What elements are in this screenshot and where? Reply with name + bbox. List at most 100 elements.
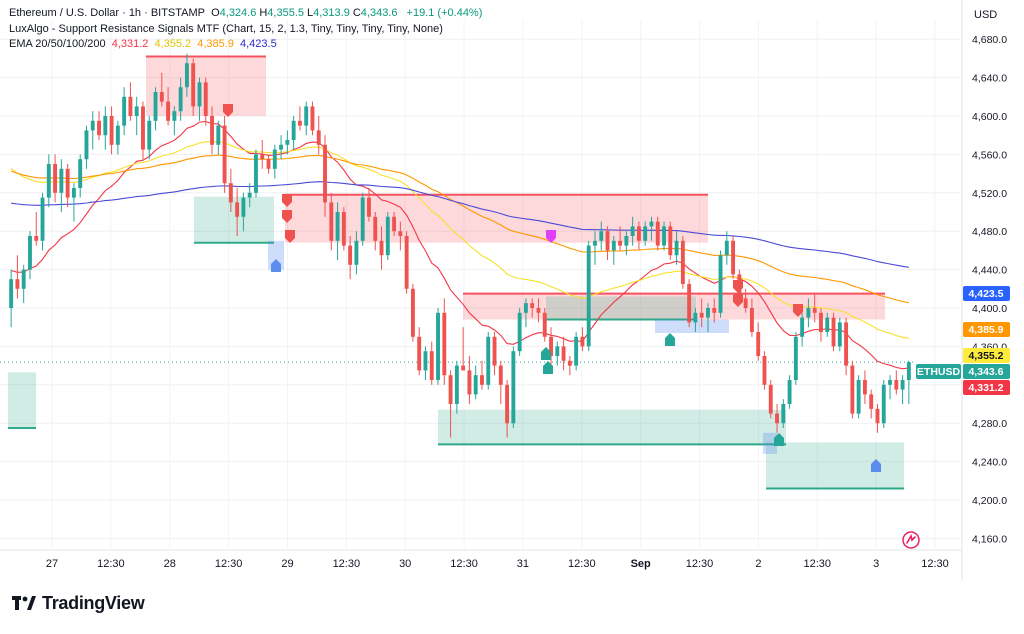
candle-body xyxy=(630,226,635,236)
candle-body xyxy=(109,116,114,145)
x-tick-label: 12:30 xyxy=(568,558,596,570)
candle-body xyxy=(718,255,723,313)
candle-body xyxy=(210,116,214,145)
symbol-legend[interactable]: Ethereum / U.S. Dollar · 1h · BITSTAMP O… xyxy=(9,7,485,19)
candle-body xyxy=(153,92,158,121)
candle-body xyxy=(680,240,685,284)
symbol-price-tag-label: ETHUSD xyxy=(917,366,961,378)
tradingview-logo-icon xyxy=(12,596,36,610)
candle-body xyxy=(574,336,579,366)
candle-body xyxy=(59,168,64,193)
candle-body xyxy=(266,159,271,169)
ohlc-key: H xyxy=(259,7,268,19)
candle-body xyxy=(410,288,415,337)
candle-body xyxy=(71,188,76,198)
y-tick-label: 4,480.0 xyxy=(972,226,1007,238)
candle-body xyxy=(28,236,32,270)
candle-body xyxy=(505,384,510,424)
candle-body xyxy=(712,308,717,313)
x-tick-label: 12:30 xyxy=(215,558,243,570)
candle-body xyxy=(862,380,867,395)
resistance-break-marker xyxy=(733,280,743,293)
candle-body xyxy=(856,380,861,414)
ema50-value: 4,355.2 xyxy=(154,38,192,50)
candle-body xyxy=(498,365,503,385)
y-tick-label: 4,280.0 xyxy=(972,418,1007,430)
candle-body xyxy=(417,336,422,371)
candle-body xyxy=(523,303,528,313)
candle-body xyxy=(84,130,89,160)
candle-body xyxy=(649,221,654,227)
y-tick-label: 4,680.0 xyxy=(972,34,1007,46)
candle-body xyxy=(775,413,779,424)
candle-body xyxy=(850,365,855,414)
candle-body xyxy=(586,245,591,347)
indicator-legend-ema[interactable]: EMA 20/50/100/200 4,331.2 4,355.2 4,385.… xyxy=(9,38,280,50)
indicator-ema-label: EMA 20/50/100/200 xyxy=(9,38,106,50)
ema200-price-tag-label: 4,423.5 xyxy=(968,288,1003,300)
candle-body xyxy=(398,231,403,236)
candle-body xyxy=(141,106,145,150)
candle-body xyxy=(436,312,440,380)
candle-body xyxy=(341,212,346,246)
candle-body xyxy=(517,312,522,352)
candle-body xyxy=(819,312,823,332)
candle-body xyxy=(53,164,58,193)
candle-body xyxy=(536,308,541,313)
y-tick-label: 4,240.0 xyxy=(972,457,1007,469)
candle-body xyxy=(178,87,183,112)
candle-body xyxy=(731,240,736,275)
candle-body xyxy=(235,202,240,217)
indicator-luxalgo-label: LuxAlgo - Support Resistance Signals MTF… xyxy=(9,23,443,35)
candle-body xyxy=(166,101,171,121)
candle-body xyxy=(329,202,334,241)
candle-body xyxy=(172,111,177,121)
candle-body xyxy=(297,120,302,126)
x-tick-label: Sep xyxy=(631,558,651,570)
candle-body xyxy=(454,365,459,404)
candle-body xyxy=(881,384,886,424)
candle-body xyxy=(806,308,811,318)
ema-lines xyxy=(10,120,910,370)
y-tick-label: 4,640.0 xyxy=(972,73,1007,85)
brand-name: TradingView xyxy=(42,592,145,613)
currency-label[interactable]: USD xyxy=(974,9,998,21)
ema100-line xyxy=(10,154,910,304)
candle-body xyxy=(291,120,296,140)
x-tick-label: 2 xyxy=(755,558,761,570)
candle-body xyxy=(473,375,478,395)
candle-body xyxy=(260,154,265,160)
candle-body xyxy=(404,236,409,289)
candle-body xyxy=(442,312,447,376)
candle-body xyxy=(9,279,14,308)
candle-body xyxy=(310,106,315,131)
ema50-line xyxy=(10,140,909,339)
indicator-legend-luxalgo[interactable]: LuxAlgo - Support Resistance Signals MTF… xyxy=(9,23,446,35)
candle-body xyxy=(844,322,849,366)
candle-body xyxy=(335,212,340,241)
support-break-marker xyxy=(541,347,551,360)
ohlc-values: O4,324.6 H4,355.5 L4,313.9 C4,343.6 xyxy=(211,7,400,19)
ema100-price-tag xyxy=(963,322,1010,337)
candle-body xyxy=(655,221,660,246)
ohlc-value-h: 4,355.5 xyxy=(267,7,304,19)
candle-body xyxy=(762,356,767,385)
retest-zone xyxy=(655,319,729,333)
time-axis[interactable]: 27 12:30 28 12:30 29 12:30 30 12:30 31 12:30 Sep 12… xyxy=(0,549,962,570)
ohlc-key: L xyxy=(307,7,314,19)
x-tick-label: 12:30 xyxy=(804,558,832,570)
candle-body xyxy=(662,226,666,246)
candle-body xyxy=(348,245,353,265)
symbol-price-tag xyxy=(916,364,961,379)
retest-zone xyxy=(268,240,284,270)
ema100-price-tag-label: 4,385.9 xyxy=(968,324,1003,336)
support-zone xyxy=(766,442,904,489)
brand-footer[interactable]: TradingView xyxy=(12,592,145,614)
candle-body xyxy=(906,362,911,380)
candle-body xyxy=(706,308,710,318)
candle-body xyxy=(134,106,139,116)
candle-body xyxy=(869,394,874,409)
candle-body xyxy=(825,317,830,332)
